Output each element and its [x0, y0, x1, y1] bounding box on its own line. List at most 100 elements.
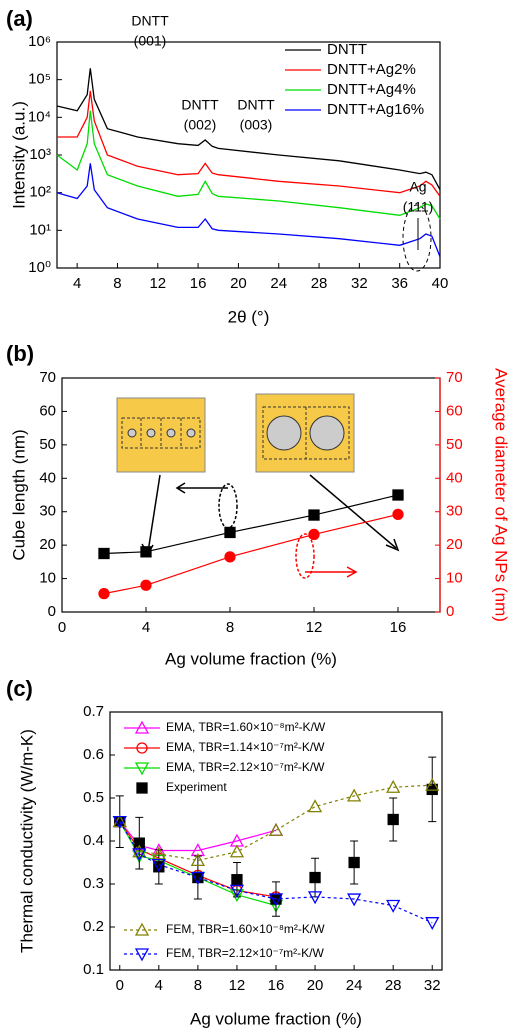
marker: [268, 893, 284, 907]
x-tick-label: 4: [73, 275, 81, 292]
x-tick-label: 16: [268, 977, 285, 994]
marker: [98, 547, 110, 560]
legend-marker: [136, 742, 148, 754]
legend-label: DNTT+Ag2%: [327, 61, 416, 78]
legend-label: FEM, TBR=2.12×10⁻⁷m²-K/W: [166, 946, 325, 960]
y-tick-label: 10²: [29, 184, 51, 201]
y2-tick-label: 20: [446, 536, 463, 553]
x-tick-label: 12: [306, 619, 323, 636]
marker: [231, 874, 243, 886]
series-line: [119, 821, 277, 907]
x-tick-label: 8: [226, 619, 234, 636]
marker: [392, 508, 404, 521]
series-line: [119, 821, 433, 924]
x-tick-label: 12: [229, 977, 246, 994]
marker: [224, 551, 236, 563]
marker: [151, 846, 166, 860]
marker: [112, 816, 127, 830]
y-tick-label: 40: [39, 469, 56, 486]
legend-marker: [134, 720, 150, 734]
y-tick-label: 50: [39, 436, 56, 453]
y-tick-label: 0.6: [83, 746, 104, 763]
annotation: DNTT: [181, 97, 219, 113]
annotation: (001): [134, 33, 167, 49]
inset-small-np: [116, 397, 206, 473]
x-tick-label: 24: [346, 977, 363, 994]
legend-label: DNTT+Ag4%: [327, 81, 416, 98]
y-tick-label: 30: [39, 503, 56, 520]
annotation: (003): [240, 117, 273, 133]
marker: [307, 891, 323, 905]
panel-label: (c): [6, 676, 33, 701]
y2-tick-label: 10: [446, 570, 463, 587]
legend-marker: [134, 762, 150, 776]
series-line: [56, 68, 441, 191]
x-tick-label: 28: [385, 977, 402, 994]
x-tick-label: 20: [307, 977, 324, 994]
x-tick-label: 4: [142, 619, 150, 636]
marker: [98, 587, 110, 600]
series-line: [56, 163, 441, 257]
legend-label: EMA, TBR=2.12×10⁻⁷m²-K/W: [166, 760, 325, 774]
y2-axis-label: Average diameter of Ag NPs (nm): [492, 368, 511, 622]
annotation: (002): [184, 117, 217, 133]
marker: [425, 917, 440, 931]
y2-tick-label: 40: [446, 469, 463, 486]
y-tick-label: 10: [39, 570, 56, 587]
marker: [190, 852, 205, 866]
y2-tick-label: 50: [446, 436, 463, 453]
y-tick-label: 0.4: [83, 832, 104, 849]
legend-marker: [134, 948, 150, 962]
marker: [347, 893, 362, 907]
y-tick-label: 0.7: [83, 703, 104, 720]
annotation: (111): [403, 199, 434, 215]
x-tick-label: 0: [58, 619, 66, 636]
y-tick-label: 0.3: [83, 875, 104, 892]
marker: [348, 856, 360, 869]
legend-label: EMA, TBR=1.60×10⁻⁸m²-K/W: [166, 720, 326, 734]
y-tick-label: 0.1: [83, 961, 104, 978]
marker: [190, 871, 205, 885]
marker: [307, 799, 323, 813]
x-tick-label: 32: [351, 275, 368, 292]
legend-label: Experiment: [166, 780, 227, 794]
marker: [229, 844, 245, 858]
marker: [386, 779, 401, 793]
x-tick-label: 40: [432, 275, 449, 292]
marker: [308, 528, 320, 541]
x-tick-label: 8: [194, 977, 202, 994]
inset-large-np: [255, 393, 355, 473]
y-tick-label: 70: [39, 369, 56, 386]
x-tick-label: 0: [116, 977, 124, 994]
x-tick-label: 12: [149, 275, 166, 292]
marker: [151, 859, 166, 873]
marker: [224, 526, 236, 539]
y2-tick-label: 60: [446, 402, 463, 419]
x-tick-label: 4: [155, 977, 163, 994]
x-tick-label: 16: [190, 275, 207, 292]
panel-label: (a): [6, 6, 33, 31]
marker: [425, 777, 440, 791]
x-tick-label: 24: [270, 275, 287, 292]
marker: [386, 899, 401, 913]
ag-peak-ellipse: [402, 204, 432, 272]
marker: [140, 579, 152, 591]
y2-tick-label: 70: [446, 369, 463, 386]
y-tick-label: 60: [39, 402, 56, 419]
x-axis-label: 2θ (°): [228, 307, 270, 326]
y-tick-label: 0.2: [83, 918, 104, 935]
x-tick-label: 20: [230, 275, 247, 292]
y2-tick-label: 0: [446, 603, 454, 620]
y-axis-label: Thermal conductivity (W/m-K): [17, 729, 36, 953]
series-line: [57, 90, 441, 197]
y-tick-label: 10⁴: [28, 108, 51, 125]
legend-label: EMA, TBR=1.14×10⁻⁷m²-K/W: [166, 740, 325, 754]
marker: [268, 822, 284, 836]
legend-label: DNTT+Ag16%: [327, 101, 424, 118]
legend-label: DNTT: [327, 41, 367, 58]
x-tick-label: 8: [113, 275, 121, 292]
marker: [387, 813, 399, 826]
marker: [308, 509, 320, 521]
x-tick-label: 28: [311, 275, 328, 292]
